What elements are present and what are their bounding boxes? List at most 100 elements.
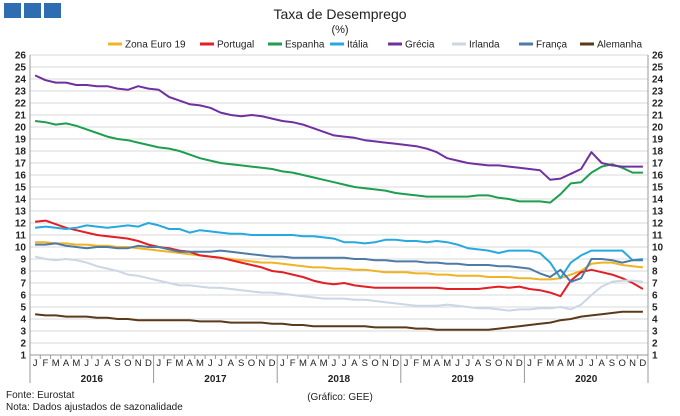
y-tick-right: 18 xyxy=(652,147,664,158)
y-tick-right: 1 xyxy=(652,351,658,362)
x-tick-month: M xyxy=(546,358,554,369)
x-tick-month: J xyxy=(527,358,532,369)
series-line-alemanha xyxy=(34,310,643,331)
x-tick-month: A xyxy=(186,358,193,369)
x-tick-month: F xyxy=(290,358,296,369)
y-tick-left: 10 xyxy=(15,243,27,254)
x-tick-month: J xyxy=(218,358,223,369)
source-note: Fonte: Eurostat xyxy=(6,390,75,401)
y-tick-right: 22 xyxy=(652,99,664,110)
x-year-label: 2020 xyxy=(575,374,598,385)
y-tick-left: 3 xyxy=(20,327,26,338)
series-line-grécia xyxy=(34,74,643,181)
x-tick-month: S xyxy=(238,358,244,369)
y-tick-left: 26 xyxy=(15,51,27,62)
legend-label: Alemanha xyxy=(597,40,642,51)
y-tick-left: 7 xyxy=(20,279,26,290)
x-tick-month: A xyxy=(63,358,70,369)
series-line-zona-euro-19 xyxy=(35,241,644,281)
y-tick-right: 24 xyxy=(652,75,664,86)
x-tick-month: J xyxy=(465,358,470,369)
chart-grid xyxy=(29,54,649,356)
y-tick-right: 25 xyxy=(652,63,664,74)
y-tick-left: 2 xyxy=(20,339,26,350)
x-tick-month: J xyxy=(156,358,161,369)
brand-logo-square-2 xyxy=(24,3,41,18)
x-tick-month: F xyxy=(43,358,49,369)
x-tick-month: J xyxy=(95,358,100,369)
x-tick-month: A xyxy=(310,358,317,369)
x-tick-month: A xyxy=(557,358,564,369)
y-tick-left: 4 xyxy=(20,315,26,326)
y-tick-right: 17 xyxy=(652,159,664,170)
y-tick-right: 8 xyxy=(652,267,658,278)
x-tick-month: N xyxy=(629,358,636,369)
x-tick-month: M xyxy=(299,358,307,369)
y-tick-right: 5 xyxy=(652,303,658,314)
x-tick-month: M xyxy=(320,358,328,369)
legend-label: Irlanda xyxy=(469,40,500,51)
x-tick-month: O xyxy=(248,358,255,369)
y-tick-left: 8 xyxy=(20,267,26,278)
seasonal-adjust-note: Nota: Dados ajustados de sazonalidade xyxy=(6,402,183,413)
x-tick-month: J xyxy=(589,358,594,369)
y-tick-right: 9 xyxy=(652,255,658,266)
x-tick-month: D xyxy=(392,358,399,369)
x-tick-month: J xyxy=(33,358,38,369)
x-tick-month: A xyxy=(475,358,482,369)
y-tick-right: 11 xyxy=(652,231,663,242)
y-tick-right: 7 xyxy=(652,279,658,290)
y-tick-left: 5 xyxy=(20,303,26,314)
legend-label: Espanha xyxy=(285,40,325,51)
chart-title: Taxa de Desemprego xyxy=(273,6,406,22)
series-lines xyxy=(34,74,644,331)
y-tick-left: 18 xyxy=(15,147,27,158)
x-tick-month: M xyxy=(423,358,431,369)
x-tick-month: A xyxy=(351,358,358,369)
y-tick-right: 23 xyxy=(652,87,664,98)
x-tick-month: N xyxy=(506,358,513,369)
x-tick-month: O xyxy=(124,358,131,369)
y-tick-left: 23 xyxy=(15,87,27,98)
y-tick-left: 24 xyxy=(15,75,27,86)
x-tick-month: D xyxy=(516,358,523,369)
x-tick-month: O xyxy=(495,358,502,369)
y-tick-right: 10 xyxy=(652,243,664,254)
legend-label: Grécia xyxy=(405,40,435,51)
legend-label: Itália xyxy=(347,40,369,51)
y-tick-left: 17 xyxy=(15,159,27,170)
chart-subtitle: (%) xyxy=(331,24,348,36)
x-tick-month: M xyxy=(196,358,204,369)
y-tick-left: 22 xyxy=(15,99,27,110)
brand-logo-square-1 xyxy=(4,3,21,18)
x-tick-month: A xyxy=(104,358,111,369)
series-line-itália xyxy=(34,222,644,280)
x-tick-month: D xyxy=(639,358,646,369)
series-line-irlanda xyxy=(34,255,644,312)
y-tick-left: 11 xyxy=(15,231,26,242)
y-tick-right: 12 xyxy=(652,219,664,230)
x-tick-month: J xyxy=(404,358,409,369)
y-tick-left: 21 xyxy=(15,111,27,122)
x-tick-month: D xyxy=(269,358,276,369)
x-tick-month: A xyxy=(598,358,605,369)
y-tick-left: 12 xyxy=(15,219,27,230)
x-tick-month: J xyxy=(579,358,584,369)
x-tick-month: N xyxy=(135,358,142,369)
x-year-label: 2017 xyxy=(204,374,227,385)
y-tick-right: 2 xyxy=(652,339,658,350)
x-tick-month: D xyxy=(145,358,152,369)
series-line-frança xyxy=(35,242,643,283)
y-tick-left: 25 xyxy=(15,63,27,74)
x-tick-month: S xyxy=(485,358,491,369)
y-tick-left: 15 xyxy=(15,183,27,194)
y-tick-right: 4 xyxy=(652,315,658,326)
y-tick-left: 6 xyxy=(20,291,26,302)
x-tick-month: N xyxy=(382,358,389,369)
y-tick-left: 9 xyxy=(20,255,26,266)
x-tick-month: N xyxy=(258,358,265,369)
y-axis-right: 1234567891011121314151617181920212223242… xyxy=(652,51,664,362)
y-tick-left: 16 xyxy=(15,171,27,182)
x-year-label: 2019 xyxy=(451,374,474,385)
